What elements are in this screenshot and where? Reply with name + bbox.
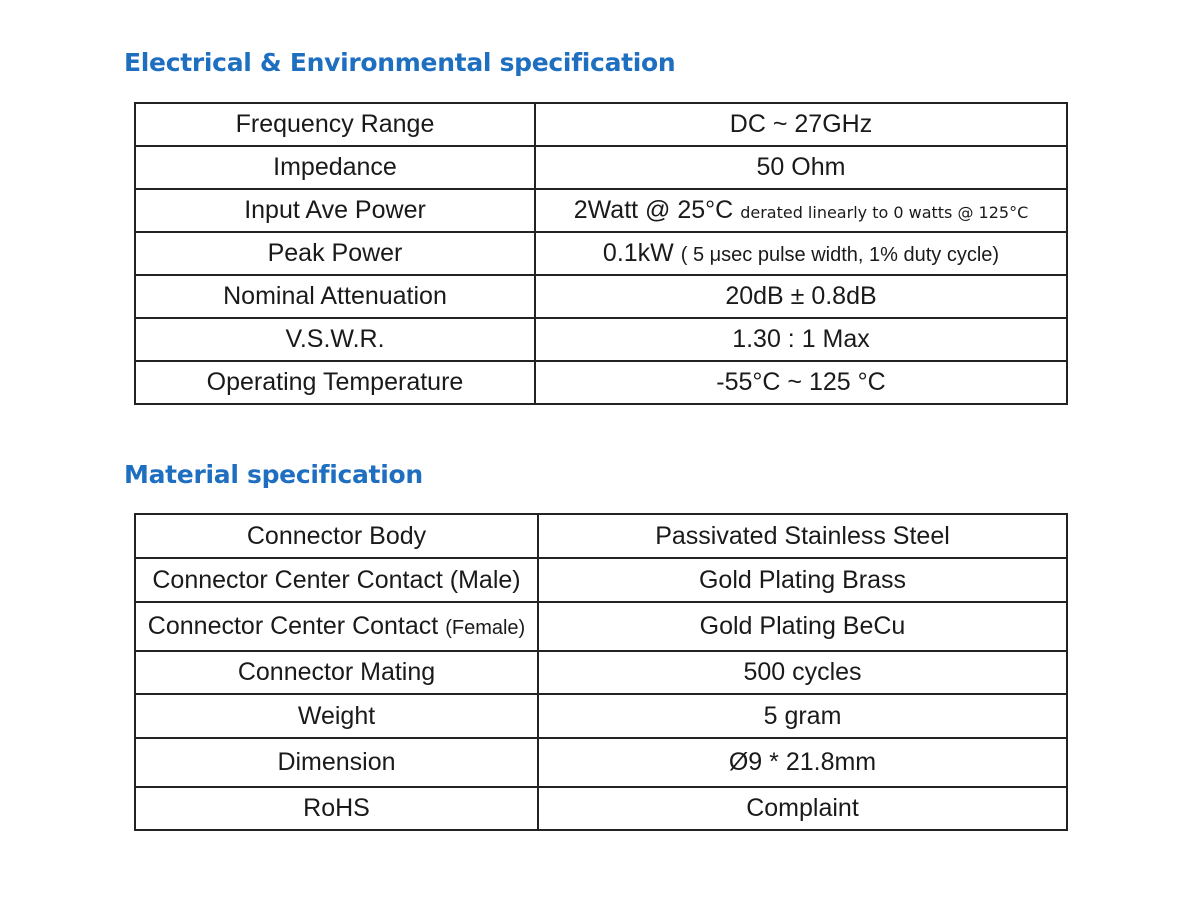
- spec-value: Gold Plating BeCu: [537, 601, 1068, 652]
- spec-value: DC ~ 27GHz: [534, 102, 1068, 147]
- spec-label-suffix: (Female): [445, 617, 526, 639]
- table-row: Impedance 50 Ohm: [134, 145, 1068, 190]
- spec-label: Peak Power: [134, 231, 536, 276]
- spec-label: Connector Mating: [134, 650, 539, 695]
- spec-value: Passivated Stainless Steel: [537, 513, 1068, 559]
- spec-value: 50 Ohm: [534, 145, 1068, 190]
- spec-value-cell: 2Watt @ 25°C derated linearly to 0 watts…: [534, 188, 1068, 233]
- spec-label: Input Ave Power: [134, 188, 536, 233]
- spec-label: V.S.W.R.: [134, 317, 536, 362]
- spec-value: 20dB ± 0.8dB: [534, 274, 1068, 319]
- spec-label-cell: Connector Center Contact (Female): [134, 601, 539, 652]
- material-section-title: Material specification: [124, 460, 423, 489]
- table-row: V.S.W.R. 1.30 : 1 Max: [134, 317, 1068, 362]
- spec-label: Impedance: [134, 145, 536, 190]
- spec-value: 1.30 : 1 Max: [534, 317, 1068, 362]
- table-row: Connector Center Contact (Male) Gold Pla…: [134, 557, 1068, 603]
- table-row: Weight 5 gram: [134, 693, 1068, 739]
- spec-label: Connector Center Contact: [152, 565, 443, 594]
- material-spec-table: Connector Body Passivated Stainless Stee…: [134, 513, 1068, 831]
- spec-label-cell: Connector Center Contact (Male): [134, 557, 539, 603]
- spec-label: Frequency Range: [134, 102, 536, 147]
- table-row: Dimension Ø9 * 21.8mm: [134, 737, 1068, 788]
- table-row: Connector Center Contact (Female) Gold P…: [134, 601, 1068, 652]
- spec-label-suffix: (Male): [449, 565, 521, 594]
- spec-label: Operating Temperature: [134, 360, 536, 405]
- table-row: Connector Mating 500 cycles: [134, 650, 1068, 695]
- spec-value-cell: 0.1kW ( 5 μsec pulse width, 1% duty cycl…: [534, 231, 1068, 276]
- electrical-section-title: Electrical & Environmental specification: [124, 48, 676, 77]
- spec-value: -55°C ~ 125 °C: [534, 360, 1068, 405]
- spec-note: ( 5 μsec pulse width, 1% duty cycle): [680, 244, 1000, 266]
- spec-label: Connector Center Contact: [147, 612, 439, 640]
- table-row: RoHS Complaint: [134, 786, 1068, 831]
- spec-label: Weight: [134, 693, 539, 739]
- spec-value: 0.1kW: [602, 239, 674, 267]
- spec-label: Nominal Attenuation: [134, 274, 536, 319]
- spec-note: derated linearly to 0 watts @ 125°C: [740, 203, 1029, 222]
- spec-label: Connector Body: [134, 513, 539, 559]
- spec-label: RoHS: [134, 786, 539, 831]
- spec-value: 5 gram: [537, 693, 1068, 739]
- table-row: Nominal Attenuation 20dB ± 0.8dB: [134, 274, 1068, 319]
- table-row: Peak Power 0.1kW ( 5 μsec pulse width, 1…: [134, 231, 1068, 276]
- table-row: Connector Body Passivated Stainless Stee…: [134, 513, 1068, 559]
- spec-value: Gold Plating Brass: [537, 557, 1068, 603]
- table-row: Frequency Range DC ~ 27GHz: [134, 102, 1068, 147]
- spec-value: 500 cycles: [537, 650, 1068, 695]
- spec-value: Ø9 * 21.8mm: [537, 737, 1068, 788]
- spec-value: Complaint: [537, 786, 1068, 831]
- table-row: Input Ave Power 2Watt @ 25°C derated lin…: [134, 188, 1068, 233]
- spec-label: Dimension: [134, 737, 539, 788]
- spec-value: 2Watt @ 25°C: [573, 196, 734, 224]
- electrical-spec-table: Frequency Range DC ~ 27GHz Impedance 50 …: [134, 102, 1068, 405]
- table-row: Operating Temperature -55°C ~ 125 °C: [134, 360, 1068, 405]
